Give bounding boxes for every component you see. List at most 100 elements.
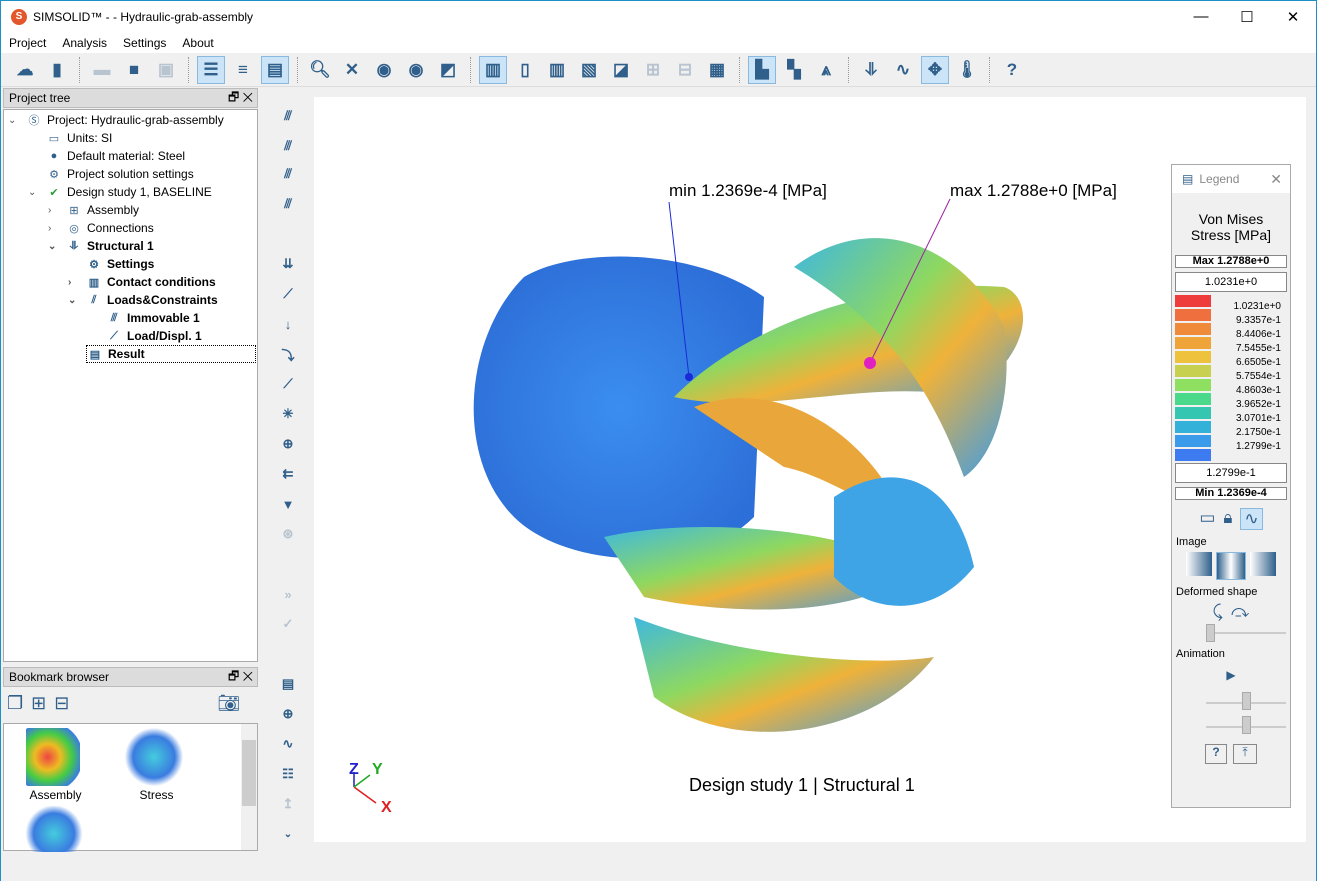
hinge-icon[interactable]: ⫻ (284, 166, 292, 181)
part-cut-icon[interactable]: ◪ (612, 59, 630, 79)
section-icon[interactable]: ◩ (439, 59, 457, 79)
force-icon[interactable]: ⟋ (283, 286, 293, 301)
structural-icon[interactable]: ⥥ (864, 59, 878, 79)
pressure-icon[interactable]: ⇊ (282, 256, 294, 271)
gravity-icon[interactable]: ↓ (284, 316, 292, 332)
tree-item-settings[interactable]: ⚙ Settings (86, 255, 154, 273)
legend-lower-input[interactable]: 1.2799e-1 (1175, 463, 1287, 483)
fastener-icon[interactable]: ⇇ (282, 466, 294, 481)
menu-project[interactable]: Project (9, 35, 47, 50)
sliding-icon[interactable]: ⫻ (284, 196, 292, 211)
legend-help-button[interactable]: ? (1205, 744, 1227, 764)
more-icon[interactable]: ⌄ (283, 828, 293, 840)
tree-item-solution-settings[interactable]: ⚙ Project solution settings (46, 165, 194, 183)
image-style-2[interactable] (1216, 552, 1246, 580)
tree-item-project[interactable]: ⌄ Ⓢ Project: Hydraulic-grab-assembly (8, 113, 224, 127)
close-button[interactable]: ✕ (1286, 8, 1300, 26)
bolt-icon[interactable]: ⊕ (282, 436, 294, 451)
viewport-icon[interactable]: ▤ (261, 55, 289, 84)
funnel-icon[interactable]: ▼ (281, 496, 295, 512)
play-icon[interactable]: ▶ (1226, 668, 1236, 682)
animation-sliders[interactable] (1176, 690, 1286, 736)
deformed-scale-icon[interactable]: ⤼ (1231, 602, 1250, 621)
menu-about[interactable]: About (182, 35, 214, 50)
legend-close-icon[interactable]: ✕ (1270, 170, 1282, 187)
bookmark-scrollbar[interactable] (241, 724, 257, 850)
check-icon[interactable]: ✓ (282, 616, 294, 631)
folder-icon[interactable]: ■ (128, 59, 140, 79)
bookmark-panel-icon[interactable]: ≡ (238, 59, 248, 79)
measure-icon[interactable]: ⩓ (821, 59, 831, 79)
part-copy-icon[interactable]: ▧ (580, 59, 598, 79)
moment-icon[interactable]: ⤵ (281, 347, 295, 363)
menu-analysis[interactable]: Analysis (62, 35, 108, 50)
menu-settings[interactable]: Settings (123, 35, 167, 50)
thermal-icon[interactable]: 🌡︎ (956, 59, 978, 79)
probe-icon[interactable]: ⊕ (282, 706, 294, 721)
chart-icon[interactable]: ∿ (282, 736, 294, 751)
tree-item-load-displ[interactable]: ⟋ Load/Displ. 1 (106, 327, 202, 345)
tree-item-design-study[interactable]: ⌄ ✔ Design study 1, BASELINE (28, 185, 212, 199)
explode-icon[interactable]: ✕ (344, 59, 360, 79)
tree-item-units[interactable]: ▭ Units: SI (46, 129, 113, 147)
bookmark-stack-icon[interactable]: ❐ (7, 693, 24, 713)
maximize-button[interactable]: ☐ (1240, 8, 1254, 26)
tree-item-contact-conditions[interactable]: › ▥ Contact conditions (68, 275, 216, 289)
thermal-load-icon[interactable]: ✳ (282, 406, 294, 421)
save-icon[interactable]: ▣ (157, 59, 175, 79)
tree-item-structural[interactable]: ⌄ ⥥ Structural 1 (48, 239, 154, 253)
tree-item-assembly[interactable]: › ⊞ Assembly (48, 203, 140, 217)
bookmark-remove-icon[interactable]: ⊟ (54, 693, 70, 713)
3d-viewport[interactable]: min 1.2369e-4 [MPa] max 1.2788e+0 [MPa] … (314, 97, 1306, 842)
select-parts-icon[interactable]: ▚ (787, 59, 801, 79)
minimize-button[interactable]: — (1193, 8, 1209, 25)
load-icon: ⟋ (110, 329, 118, 342)
float-close-icons[interactable]: 🗗 ✕ (228, 89, 253, 104)
show-icon[interactable]: ◉ (376, 59, 392, 79)
list-icon[interactable]: ☰ (197, 55, 225, 84)
bookmark-thumb-assembly[interactable] (26, 728, 80, 786)
lock-icon[interactable]: 🔒︎ (1223, 508, 1233, 527)
solid-icon[interactable]: ▥ (479, 55, 507, 84)
roller-icon[interactable]: ⫻ (284, 138, 292, 153)
tree-item-result[interactable]: ▤ Result (86, 345, 256, 363)
tree-item-material[interactable]: ● Default material: Steel (46, 147, 185, 165)
image-style-1[interactable] (1186, 552, 1212, 576)
ruler-icon[interactable]: ▭ (1199, 508, 1216, 527)
new-file-icon[interactable]: ▮ (52, 59, 62, 79)
deformation-slider[interactable] (1176, 622, 1286, 644)
mesh-icon[interactable]: ▦ (708, 59, 726, 79)
bookmark-add-icon[interactable]: ⊞ (31, 693, 47, 713)
reaction-icon[interactable]: ↥ (282, 796, 294, 811)
disconnect-icon[interactable]: ⊟ (677, 59, 693, 79)
float-close-icons[interactable]: 🗗 ✕ (228, 668, 253, 683)
list-result-icon[interactable]: ☷ (282, 766, 294, 781)
deformed-icon[interactable]: ⤹ (1212, 602, 1223, 621)
bookmark-thumb[interactable] (24, 806, 84, 852)
image-style-3[interactable] (1250, 552, 1276, 576)
bookmark-thumb-stress[interactable] (124, 728, 184, 786)
tree-item-loads-constraints[interactable]: ⌄ ⫽ Loads&Constraints (68, 293, 218, 307)
result-plot-icon[interactable]: ▤ (281, 676, 295, 691)
legend-dock-icon[interactable]: ⤒ (1233, 744, 1257, 764)
rotate-icon[interactable]: ⊛ (282, 526, 294, 541)
help-icon[interactable]: ? (1006, 59, 1018, 79)
part-icon[interactable]: ▥ (548, 59, 566, 79)
open-folder-icon[interactable]: ▬ (93, 59, 111, 79)
select-icon[interactable]: ▙ (748, 55, 776, 84)
outline-icon[interactable]: ▯ (520, 59, 530, 79)
graph-icon[interactable]: ∿ (1240, 508, 1263, 530)
tree-item-connections[interactable]: › ◎ Connections (48, 221, 154, 235)
zoom-part-icon[interactable]: 🔍︎ (309, 59, 331, 79)
modal-icon[interactable]: ∿ (895, 59, 911, 79)
legend-upper-input[interactable]: 1.0231e+0 (1175, 272, 1287, 292)
immovable-icon[interactable]: ⫻ (284, 108, 292, 123)
camera-icon[interactable]: 📷︎ (217, 693, 241, 713)
multi-icon[interactable]: ✥ (921, 55, 949, 84)
cloud-icon[interactable]: ☁ (16, 59, 34, 79)
show-add-icon[interactable]: ◉ (408, 59, 424, 79)
tree-item-immovable[interactable]: ⫻ Immovable 1 (106, 309, 200, 327)
connect-icon[interactable]: ⊞ (645, 59, 661, 79)
forward-icon[interactable]: » (284, 586, 292, 602)
displacement-icon[interactable]: ⟋ (283, 376, 293, 391)
